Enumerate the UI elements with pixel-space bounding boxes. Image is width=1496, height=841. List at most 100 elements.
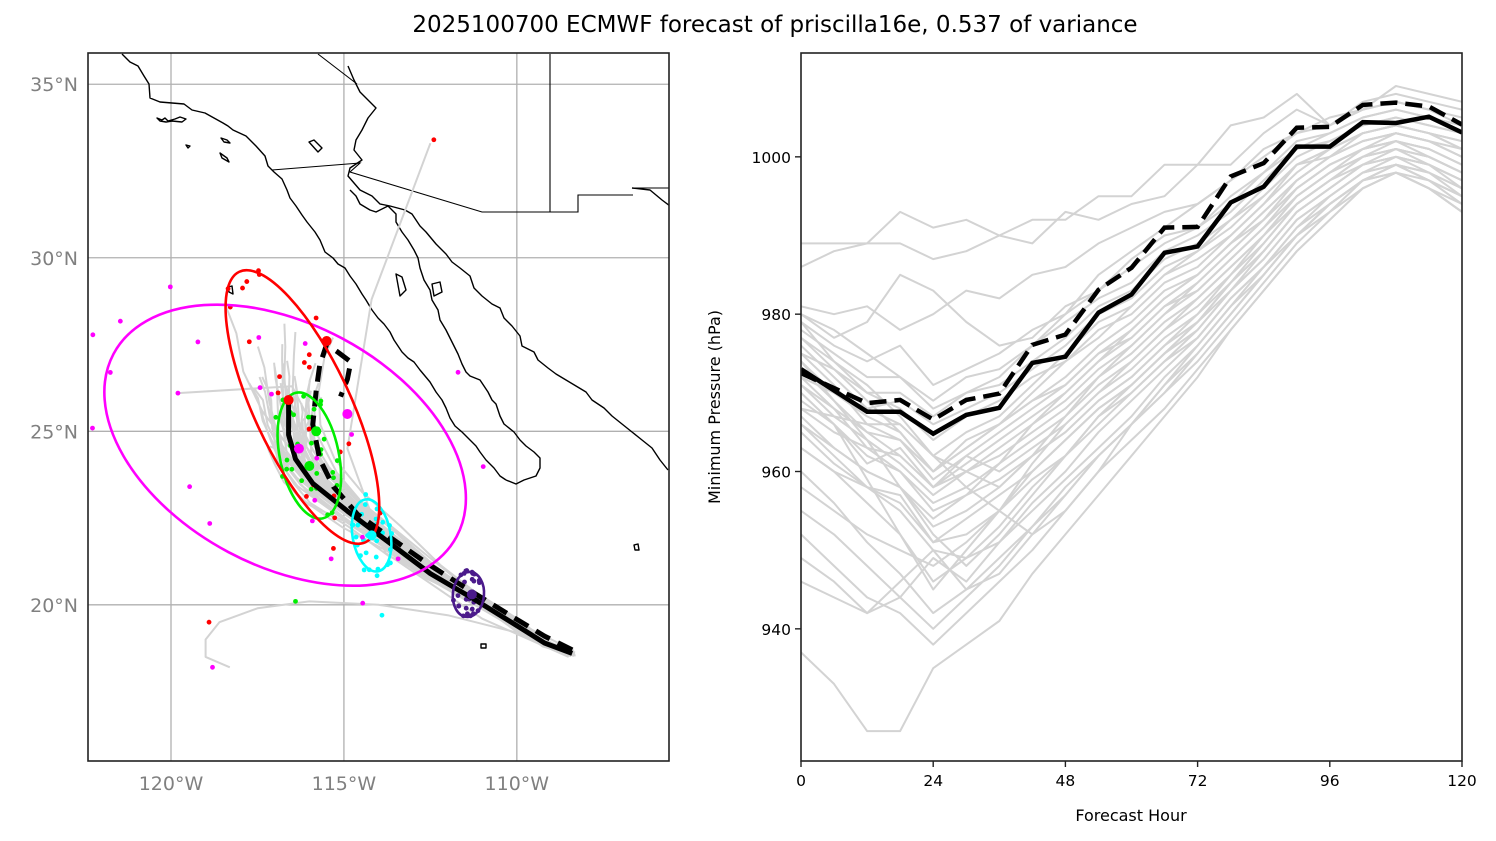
ensemble-position-dot-h120: [306, 426, 312, 432]
ensemble-position-dot-h96: [195, 339, 201, 345]
us-mexico-border: [271, 162, 633, 213]
map-gridlines: [88, 53, 669, 761]
figure-title: 2025100700 ECMWF forecast of priscilla16…: [412, 12, 1138, 38]
ensemble-position-dot-h96: [257, 385, 263, 391]
mean-track-solid: [286, 400, 574, 656]
map-lat-tick-label: 35°N: [30, 74, 78, 96]
ensemble-position-dot-h96: [309, 518, 315, 524]
ensemble-position-dot-outlier: [175, 390, 181, 396]
ensemble-position-dot-h96: [302, 341, 308, 346]
map-lat-tick-label: 20°N: [30, 595, 78, 617]
x-tick-label: 96: [1320, 772, 1340, 790]
ensemble-pressure-lines: [801, 85, 1462, 733]
ensemble-track: [282, 385, 573, 655]
ensemble-position-dot-h72: [321, 436, 327, 442]
ensemble-position-dot-h24: [462, 579, 467, 585]
y-axis-label: Minimum Pressure (hPa): [705, 310, 724, 504]
mean-position-marker: [366, 530, 377, 541]
mean-position-marker: [466, 589, 477, 600]
ensemble-position-dot-h96: [187, 484, 193, 490]
ensemble-track: [298, 403, 574, 654]
ensemble-position-dot-h24: [455, 593, 461, 598]
ensemble-track-outlier: [204, 600, 570, 669]
ensemble-member-line: [801, 163, 1462, 536]
x-axis-label: Forecast Hour: [1075, 806, 1187, 825]
ensemble-position-dot-h72: [308, 486, 314, 492]
island: [395, 273, 407, 297]
ensemble-member-line: [801, 171, 1462, 733]
island: [219, 152, 230, 163]
ensemble-position-dot-outlier: [210, 664, 215, 670]
island: [220, 137, 231, 144]
map-lat-tick-label: 25°N: [30, 421, 78, 443]
ensemble-position-dot-h96: [167, 284, 173, 290]
ensemble-member-line: [801, 155, 1462, 544]
mean-track-dashed: [310, 342, 574, 653]
ensemble-position-dot-h96: [82, 378, 87, 383]
ensemble-position-dot-h48: [380, 519, 386, 525]
ensemble-track: [276, 424, 576, 656]
state-border-ca-nv: [317, 53, 358, 85]
ensemble-position-dot-h120: [306, 352, 312, 358]
island: [308, 139, 323, 153]
uncertainty-ellipse-h72: [276, 391, 343, 520]
ensemble-position-dot-outlier: [206, 619, 212, 625]
ensemble-position-dot-h96: [349, 432, 355, 437]
x-tick-label: 0: [796, 772, 806, 790]
ensemble-position-dot-h24: [469, 576, 475, 582]
ensemble-mean-dashed: [801, 100, 1462, 423]
ensemble-track: [292, 441, 576, 656]
map-lon-tick-label: 110°W: [485, 773, 550, 795]
mean-tracks: [286, 342, 574, 656]
map-lon-tick-label: 120°W: [139, 773, 204, 795]
ensemble-position-dot-h72: [289, 466, 295, 472]
ensemble-member-line: [801, 140, 1462, 489]
ensemble-position-dot-h48: [355, 522, 361, 528]
uncertainty-ellipses: [103, 268, 486, 619]
ensemble-track: [224, 306, 575, 654]
y-tick-label: 1000: [752, 149, 791, 167]
ensemble-position-dot-h72: [301, 393, 306, 399]
ensemble-position-dot-h72: [311, 406, 317, 412]
ensemble-position-dot-h72: [309, 440, 314, 446]
ensemble-position-dot-h96: [269, 391, 274, 397]
ensemble-member-line: [801, 155, 1462, 567]
uncertainty-ellipse-h96: [103, 303, 468, 588]
ensemble-position-dot-h48: [362, 502, 368, 507]
ensemble-member-line: [801, 163, 1462, 567]
ensemble-position-dot-outlier: [379, 612, 385, 618]
ensemble-position-dot-h96: [360, 534, 365, 540]
y-tick-label: 980: [761, 306, 791, 324]
x-tick-label: 24: [923, 772, 943, 790]
y-tick-label: 960: [761, 464, 791, 482]
ensemble-position-dot-h120: [246, 339, 252, 345]
ensemble-position-dot-h72: [330, 470, 336, 475]
ensemble-position-dot-h120: [240, 285, 245, 291]
coastline-baja-gulf: [349, 189, 541, 485]
map-lat-tick-label: 30°N: [30, 248, 78, 270]
ensemble-position-dot-h96: [328, 556, 334, 562]
ensemble-track: [294, 430, 570, 655]
ensemble-position-dot-h96: [312, 497, 318, 503]
mean-position-marker: [304, 461, 315, 471]
ensemble-position-dot-h48: [361, 567, 367, 573]
ensemble-member-line: [801, 100, 1462, 331]
x-tick-label: 120: [1447, 772, 1477, 790]
ensemble-position-dot-h72: [334, 458, 340, 464]
mean-position-marker: [311, 426, 322, 437]
island: [480, 643, 487, 649]
ensemble-position-dot-h120: [332, 515, 338, 521]
x-tick-label: 72: [1188, 772, 1208, 790]
ensemble-member-line: [801, 132, 1462, 473]
ensemble-member-line: [801, 163, 1462, 615]
ensemble-position-dot-h96: [90, 425, 95, 431]
ensemble-position-dot-h72: [273, 414, 279, 420]
ensemble-member-line: [801, 132, 1462, 489]
ensemble-position-dot-h96: [256, 335, 262, 340]
ensemble-position-dot-h48: [363, 550, 369, 556]
ensemble-position-dot-h120: [346, 441, 352, 447]
map-frame: [87, 52, 670, 762]
ensemble-position-dot-h96: [314, 455, 320, 461]
